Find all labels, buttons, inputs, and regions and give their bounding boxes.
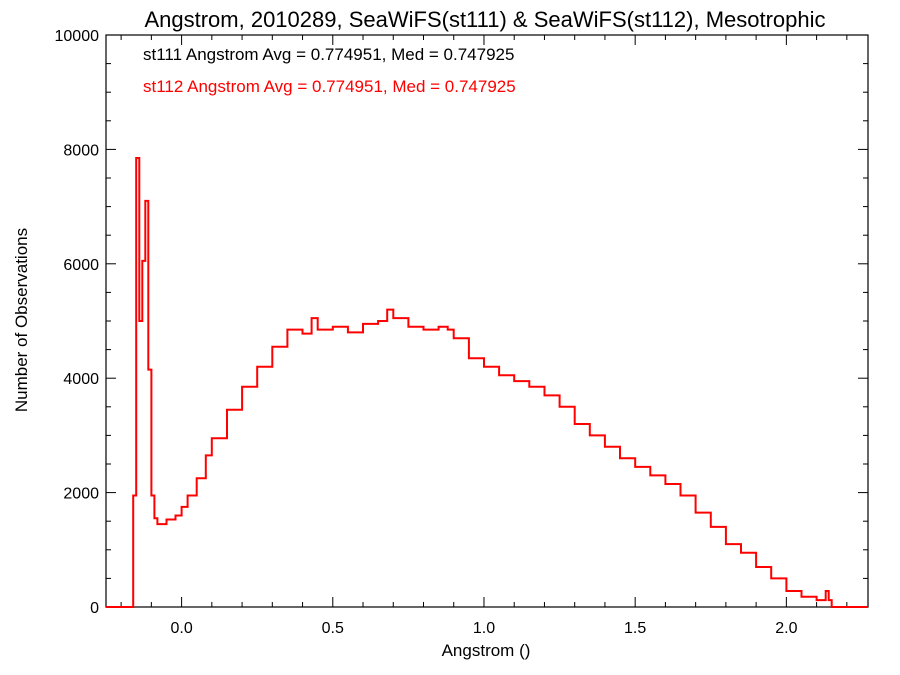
plot-border: [105, 34, 869, 608]
x-tick-label: 1.0: [473, 620, 495, 637]
histogram-series-line: [106, 157, 868, 608]
x-tick-label: 0.5: [322, 620, 344, 637]
annotation-st112: st112 Angstrom Avg = 0.774951, Med = 0.7…: [143, 77, 516, 96]
y-tick-label: 0: [90, 600, 99, 617]
x-tick-label: 1.5: [624, 620, 646, 637]
y-tick-label: 2000: [63, 486, 99, 503]
y-tick-label: 6000: [63, 257, 99, 274]
x-tick-label: 2.0: [775, 620, 797, 637]
chart-title: Angstrom, 2010289, SeaWiFS(st111) & SeaW…: [144, 7, 825, 32]
y-tick-label: 4000: [63, 371, 99, 388]
plot-frame: [105, 34, 869, 608]
x-axis-label: Angstrom (): [442, 641, 531, 660]
x-tick-label: 0.0: [170, 620, 192, 637]
annotation-st111: st111 Angstrom Avg = 0.774951, Med = 0.7…: [143, 45, 514, 64]
y-tick-label: 10000: [55, 28, 100, 45]
series-lines: [106, 157, 868, 608]
y-tick-label: 8000: [63, 142, 99, 159]
axis-ticks: 0.0 0.5 1.0 1.5 2.0 0 2000 4000 6000 8000 10000: [55, 28, 868, 637]
y-axis-label: Number of Observations: [12, 228, 31, 412]
